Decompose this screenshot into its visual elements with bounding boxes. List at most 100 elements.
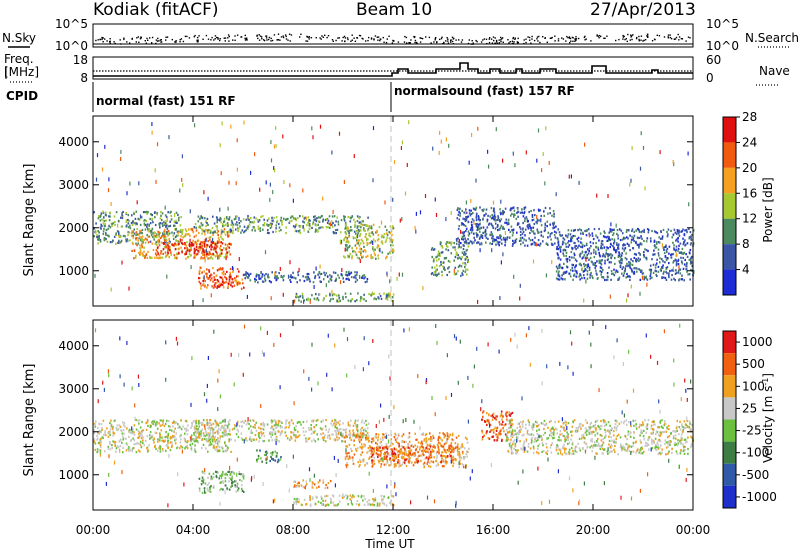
echo-pixel	[563, 238, 566, 241]
echo-pixel	[93, 235, 96, 238]
echo-pixel	[374, 248, 376, 251]
echo-pixel	[264, 277, 266, 280]
echo-pixel	[504, 221, 506, 224]
echo-noise	[104, 144, 106, 149]
echo-pixel	[134, 222, 136, 225]
echo-pixel	[448, 241, 451, 244]
echo-noise	[500, 199, 502, 204]
nsky-point	[351, 34, 353, 36]
echo-pixel	[502, 226, 504, 229]
echo-noise	[581, 267, 583, 272]
echo-pixel	[359, 215, 361, 219]
echo-pixel	[632, 260, 634, 263]
echo-pixel	[520, 239, 522, 242]
echo-pixel	[214, 441, 217, 445]
echo-noise	[513, 274, 515, 279]
echo-pixel	[194, 419, 196, 422]
echo-pixel	[558, 231, 561, 234]
echo-pixel	[663, 270, 665, 273]
echo-pixel	[364, 250, 367, 253]
echo-noise	[453, 268, 455, 273]
echo-pixel	[154, 424, 157, 427]
echo-pixel	[521, 208, 523, 211]
echo-pixel	[445, 242, 447, 245]
echo-pixel	[254, 434, 257, 437]
echo-pixel	[192, 420, 195, 423]
echo-pixel	[170, 214, 173, 218]
echo-pixel	[437, 253, 439, 256]
echo-pixel	[175, 221, 178, 224]
echo-pixel	[131, 447, 134, 450]
echo-pixel	[522, 221, 524, 225]
echo-pixel	[213, 428, 215, 431]
echo-pixel	[202, 249, 205, 252]
nsky-point	[287, 39, 289, 41]
nsky-point	[681, 38, 684, 40]
echo-pixel	[339, 428, 342, 431]
nsky-point	[344, 40, 346, 42]
echo-noise	[340, 239, 343, 244]
echo-pixel	[221, 280, 224, 284]
echo-pixel	[392, 227, 395, 230]
nsky-point	[606, 35, 608, 37]
echo-pixel	[168, 232, 171, 235]
echo-pixel	[364, 235, 367, 238]
echo-pixel	[496, 218, 499, 221]
echo-pixel	[122, 446, 124, 449]
echo-pixel	[241, 438, 244, 441]
echo-pixel	[515, 238, 518, 241]
echo-pixel	[574, 245, 577, 248]
echo-pixel	[275, 426, 278, 429]
power-echoes	[93, 120, 695, 304]
echo-pixel	[194, 444, 196, 447]
echo-pixel	[344, 292, 347, 295]
echo-pixel	[173, 232, 176, 235]
echo-pixel	[665, 249, 668, 252]
echo-pixel	[202, 434, 205, 437]
nsky-point	[106, 40, 108, 42]
echo-pixel	[203, 256, 206, 259]
echo-pixel	[457, 213, 460, 216]
echo-pixel	[470, 212, 473, 216]
echo-pixel	[555, 277, 558, 280]
echo-pixel	[661, 258, 663, 261]
echo-pixel	[598, 253, 601, 257]
echo-pixel	[204, 239, 206, 242]
echo-pixel	[436, 259, 438, 262]
echo-noise	[232, 267, 234, 272]
echo-pixel	[356, 299, 358, 302]
echo-noise	[343, 180, 345, 184]
echo-pixel	[223, 231, 225, 234]
echo-pixel	[377, 296, 379, 299]
echo-pixel	[225, 281, 227, 284]
echo-pixel	[678, 251, 681, 254]
echo-pixel	[618, 260, 621, 263]
echo-pixel	[349, 216, 352, 219]
nsky-point	[285, 38, 288, 40]
echo-pixel	[673, 248, 675, 251]
echo-pixel	[325, 226, 328, 229]
echo-pixel	[327, 504, 330, 507]
echo-pixel	[345, 445, 347, 448]
echo-pixel	[132, 234, 134, 237]
echo-noise	[398, 272, 400, 277]
nsky-point	[461, 39, 464, 41]
echo-noise	[609, 227, 611, 232]
echo-pixel	[199, 248, 201, 251]
echo-pixel	[620, 258, 622, 261]
echo-pixel	[207, 476, 209, 479]
nsky-point	[155, 39, 158, 41]
echo-pixel	[319, 216, 322, 219]
echo-pixel	[308, 224, 311, 227]
echo-pixel	[338, 300, 340, 303]
echo-pixel	[194, 425, 196, 428]
echo-pixel	[474, 223, 477, 226]
echo-pixel	[303, 299, 306, 302]
echo-pixel	[133, 228, 135, 231]
echo-pixel	[297, 271, 299, 274]
echo-pixel	[125, 219, 128, 222]
echo-pixel	[442, 265, 444, 268]
echo-pixel	[261, 273, 264, 276]
nsky-point	[265, 35, 268, 37]
